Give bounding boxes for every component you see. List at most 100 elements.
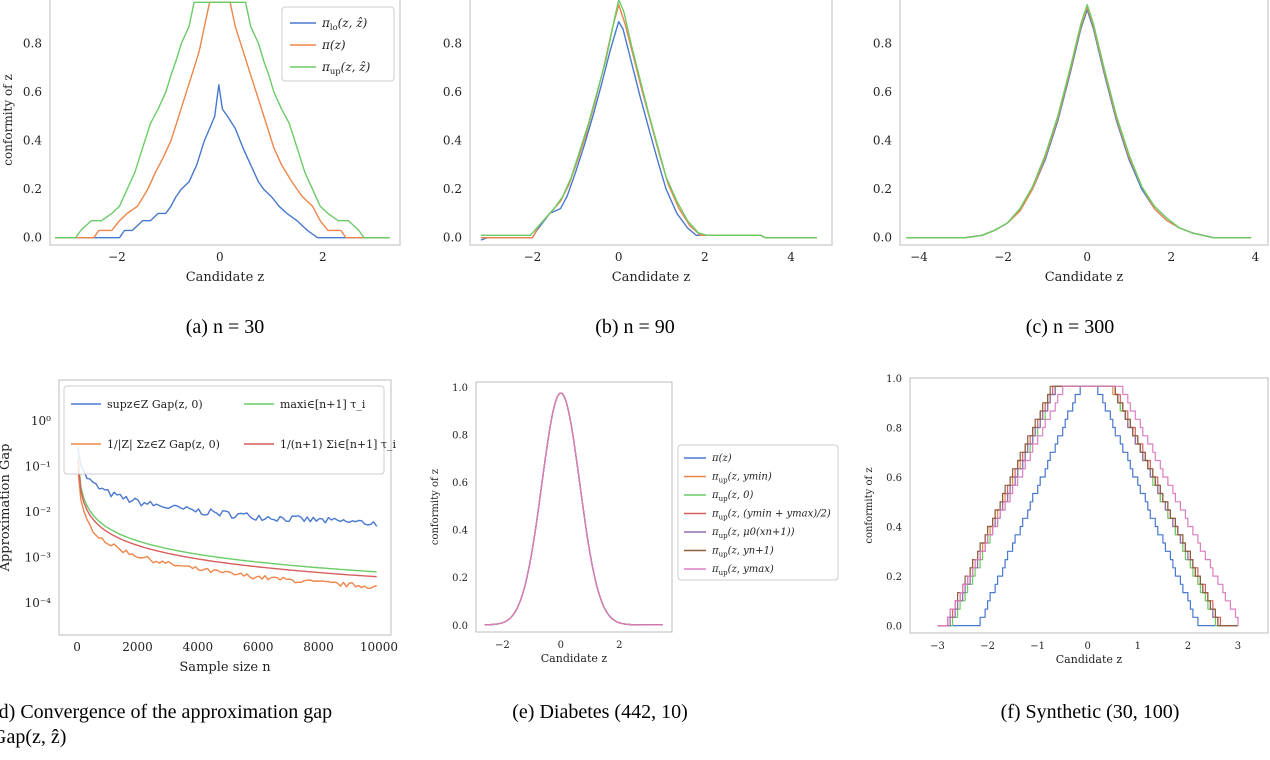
x-tick-label: 10000 [360,640,398,654]
series-line-green [484,392,663,626]
series-line-brown [937,385,1238,627]
x-tick-label: 4 [1252,250,1260,264]
y-tick-label: 0.0 [452,621,468,632]
panel-f: −3 −2 −1 0 1 2 3 0.0 0.2 0.4 0.6 0.8 1.0 Candidate z c… [864,374,1269,666]
x-tick-label: 6000 [243,640,274,654]
series-line-purple [484,392,663,626]
series-group [906,3,1252,239]
y-tick-label: 0.6 [23,85,42,99]
legend-box [677,444,839,581]
legend-label: πup(z, ẑ) [321,60,371,76]
panel-b: −2 0 2 4 0.0 0.2 0.4 0.6 0.8 1.0 Candidate z [443,0,833,285]
legend-label: πlo(z, ẑ) [321,16,368,32]
series-line-red [937,385,1238,627]
caption-f: (f) Synthetic (30, 100) [1000,701,1180,723]
x-tick-label: 2 [1185,641,1191,652]
x-tick-label: 2 [616,640,622,651]
y-tick-label: 0.0 [443,231,462,245]
legend: supz∈Z Gap(z, 0) 1/|Z| Σz∈Z Gap(z, 0) maxi… [63,385,396,475]
caption-e: (e) Diabetes (442, 10) [512,701,688,723]
y-tick-label: 0.4 [886,523,902,534]
y-tick-label: 10⁻¹ [25,460,51,474]
caption-b: (b) n = 90 [595,316,675,338]
y-tick-label: 0.6 [886,473,902,484]
caption-d-line2: Gap(z, ẑ) [0,726,67,748]
series-line-red [77,459,377,578]
caption-c: (c) n = 300 [1025,316,1115,338]
x-tick-label: 2000 [122,640,153,654]
y-tick-label: 0.0 [886,622,902,633]
series-line-red [484,392,663,626]
series-group [484,392,663,626]
panel-e: −2 0 2 0.0 0.2 0.4 0.6 0.8 1.0 Candidate z conform… [430,381,839,665]
x-tick-label: 0 [615,250,623,264]
y-tick-label: 0.8 [443,37,462,51]
y-tick-label: 10⁻⁴ [25,596,52,610]
y-axis-label: conformity of z [430,469,441,545]
x-tick-label: 0 [216,250,224,264]
legend-label: 1/(n+1) Σi∈[n+1] τ_i [280,438,396,451]
legend-label: supz∈Z Gap(z, 0) [107,398,203,411]
plot-frame [58,379,392,636]
y-tick-label: 0.6 [452,478,468,489]
x-axis-label: Candidate z [186,270,265,285]
y-tick-label: 0.2 [443,182,462,196]
series-line-orange [484,392,663,626]
plot-frame [469,0,833,246]
y-tick-label: 0.8 [452,430,468,441]
x-tick-label: −2 [524,250,542,264]
y-tick-label: 0.0 [873,231,892,245]
legend: π(z) πup(z, ymin) πup(z, 0) πup(z, (ymin + … [677,444,839,581]
plot-frame [899,0,1269,246]
series-line-purple [937,385,1238,627]
legend-box [63,385,385,475]
legend: πlo(z, ẑ) π(z) πup(z, ẑ) [281,6,395,82]
series-group [77,446,378,589]
y-tick-label: 0.2 [452,573,468,584]
y-tick-label: 0.2 [23,182,42,196]
x-tick-label: 4000 [183,640,214,654]
series-line-blue [484,392,663,626]
y-axis-label: conformity of z [864,467,875,543]
series-group [55,1,390,239]
legend-label: πup(z, yn+1) [711,546,774,559]
y-tick-label: 0.2 [886,572,902,583]
y-tick-label: 10⁻² [25,505,52,519]
legend-label: maxi∈[n+1] τ_i [280,398,366,411]
series-line-green [77,455,377,573]
x-tick-label: 0 [73,640,81,654]
series-line-pink [484,392,663,626]
caption-d-line1: (d) Convergence of the approximation gap [0,701,333,723]
x-tick-label: 0 [558,640,564,651]
x-tick-label: −2 [980,641,995,652]
y-tick-label: 0.6 [873,85,892,99]
series-line-orange [937,385,1238,627]
series-line-brown [484,392,663,626]
y-tick-label: 1.0 [886,374,902,385]
series-line-orange [77,469,377,589]
series-group [480,0,817,241]
x-tick-label: −4 [910,250,928,264]
plot-frame [475,381,673,633]
x-tick-label: 4 [787,250,795,264]
y-tick-label: 0.0 [23,231,42,245]
y-tick-label: 10⁰ [31,414,51,428]
series-group [937,385,1239,627]
y-tick-label: 1.0 [443,0,462,2]
y-tick-label: 1.0 [452,383,468,394]
y-tick-label: 0.4 [873,134,892,148]
series-line-blue [77,446,378,527]
y-tick-label: 0.4 [23,134,42,148]
legend-label: 1/|Z| Σz∈Z Gap(z, 0) [107,438,220,452]
y-tick-label: 0.6 [443,85,462,99]
x-tick-label: 1 [1135,641,1141,652]
x-tick-label: 8000 [303,640,334,654]
series-line-green [906,3,1252,239]
legend-label: π(z) [321,38,346,52]
legend-label: πup(z, ymax) [711,564,774,577]
series-line-blue [55,84,390,239]
panel-c: −4 −2 0 2 4 0.0 0.2 0.4 0.6 0.8 1.0 Candidate z [873,0,1269,285]
y-tick-label: 0.4 [452,526,468,537]
